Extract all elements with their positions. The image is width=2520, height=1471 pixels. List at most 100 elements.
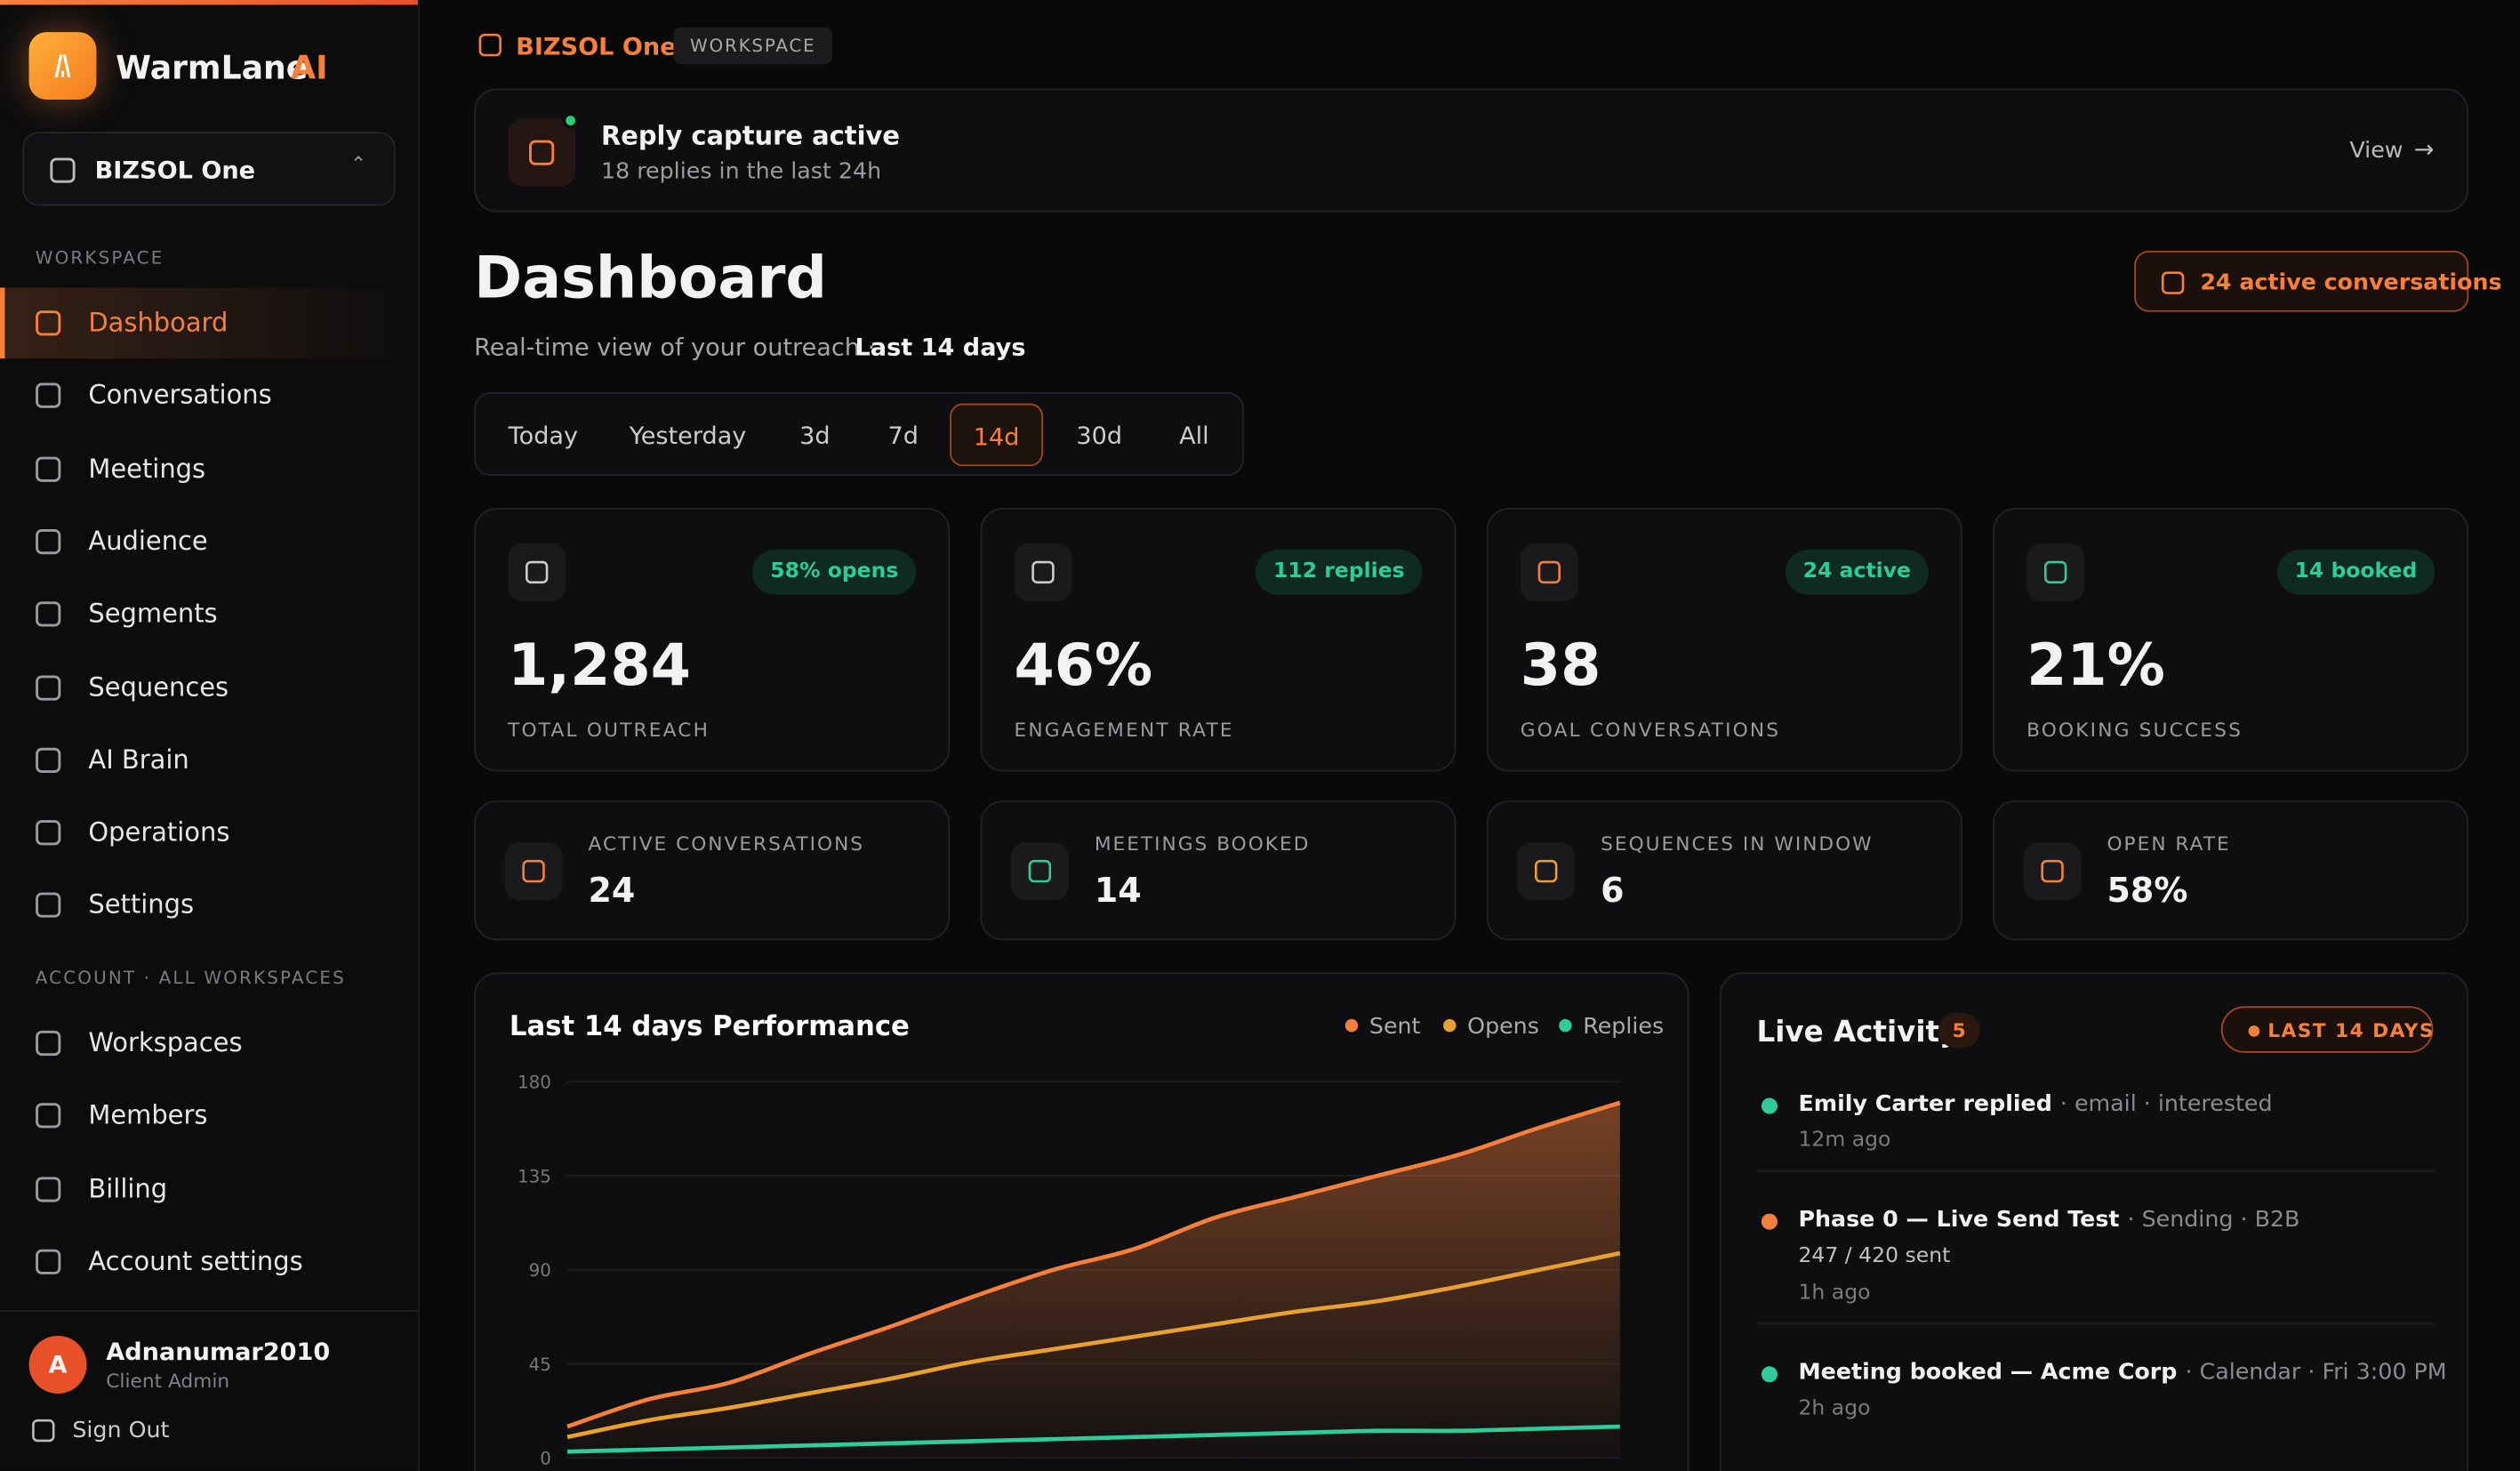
stat-icon	[504, 842, 563, 901]
banner-action[interactable]: View	[2349, 138, 2404, 165]
sidebar: WarmLane AI BIZSOL One ⌃ WORKSPACE Dashboard C…	[0, 0, 420, 1471]
icon	[525, 560, 549, 584]
kpi-badge: 58% opens	[752, 550, 917, 595]
icon-shape	[1028, 859, 1052, 883]
nav-item[interactable]: Workspaces	[0, 1008, 418, 1079]
user-name: Adnanumar2010	[106, 1337, 331, 1367]
range-option[interactable]: 3d	[742, 404, 887, 466]
conversations-button[interactable]: 24 active conversations	[2134, 250, 2502, 312]
icon-shape	[522, 859, 545, 883]
kpi-icon	[2026, 543, 2085, 601]
nav-item[interactable]: AI Brain	[0, 725, 418, 796]
legend-swatch	[1443, 1018, 1457, 1033]
range-label: Yesterday	[629, 421, 747, 451]
range-option[interactable]: 7d	[831, 404, 975, 466]
icon-shape	[525, 560, 549, 584]
y-tick-label: 180	[518, 1073, 551, 1093]
activity-item-title: Meeting booked — Acme Corp	[1798, 1360, 2178, 1386]
user-role: Client Admin	[106, 1369, 230, 1393]
logo	[28, 32, 97, 100]
kpi-value: 46%	[1014, 633, 1153, 700]
kpi-value: 1,284	[508, 633, 691, 700]
y-tick-label: 0	[540, 1449, 551, 1469]
activity-divider	[1756, 1170, 2436, 1172]
chevron: ⌃	[350, 152, 367, 176]
icon-shape	[32, 1419, 55, 1443]
icon	[1028, 859, 1052, 883]
icon-shape	[528, 140, 555, 165]
icon-shape	[36, 528, 61, 554]
activity-dot	[1761, 1213, 1778, 1230]
nav-item[interactable]: Account settings	[0, 1226, 418, 1298]
icon-shape	[36, 674, 61, 700]
stat-card: SEQUENCES IN WINDOW 6	[1486, 800, 1962, 941]
nav-label: Billing	[88, 1172, 168, 1204]
nav-item[interactable]: Sequences	[0, 652, 418, 723]
nav-label: Audience	[88, 525, 208, 557]
kpi-badge: 24 active	[1785, 550, 1929, 595]
icon	[528, 140, 555, 165]
activity-badge[interactable]: LAST 14 DAYS	[2220, 1006, 2435, 1053]
brand: WarmLane	[116, 48, 309, 87]
nav-item[interactable]: Dashboard	[0, 287, 418, 359]
icon	[478, 33, 502, 57]
nav-label: AI Brain	[88, 744, 189, 775]
arrow: →	[2413, 134, 2435, 165]
activity-count-text: 5	[1952, 1018, 1966, 1042]
range-option[interactable]: Today	[471, 404, 616, 466]
kpi-badge-text: 24 active	[1802, 559, 1911, 584]
nav-item[interactable]: Billing	[0, 1153, 418, 1225]
kpi-card: 58% opens 1,284 TOTAL OUTREACH	[474, 508, 951, 772]
kpi-badge-text: 14 booked	[2294, 559, 2418, 584]
status-dot	[562, 112, 579, 129]
kpi-value: 21%	[2026, 633, 2165, 700]
avatar: A	[28, 1335, 87, 1395]
sign-out[interactable]: Sign Out	[72, 1418, 170, 1444]
icon-shape	[2041, 859, 2064, 883]
kpi-card: 14 booked 21% BOOKING SUCCESS	[1993, 508, 2469, 772]
icon-shape	[2043, 560, 2067, 584]
range-option[interactable]: All	[1122, 404, 1267, 466]
icon	[1537, 560, 1561, 584]
nav-item[interactable]: Meetings	[0, 433, 418, 504]
stat-icon	[2023, 842, 2082, 901]
header-workspace: BIZSOL One	[516, 32, 677, 61]
icon	[36, 674, 61, 700]
nav-item[interactable]: Operations	[0, 798, 418, 869]
nav-item[interactable]: Segments	[0, 579, 418, 650]
range-option[interactable]: 30d	[1027, 404, 1172, 466]
nav-item[interactable]: Audience	[0, 506, 418, 577]
icon	[36, 1249, 61, 1274]
icon-shape	[36, 1249, 61, 1274]
chart: Last 14 days Performance Sent Opens Replies…	[510, 1010, 1664, 1469]
kpi-value: 38	[1520, 633, 1601, 700]
workspace-selector[interactable]: BIZSOL One ⌃	[22, 132, 396, 206]
icon	[36, 383, 61, 409]
stat-value: 6	[1601, 871, 1625, 910]
area	[567, 1102, 1620, 1459]
kpi-label: GOAL CONVERSATIONS	[1520, 718, 1781, 742]
icon	[36, 1030, 61, 1057]
activity-item-time: 2h ago	[1798, 1396, 1871, 1421]
nav-item[interactable]: Members	[0, 1081, 418, 1152]
range-label: 7d	[887, 421, 919, 451]
icon-shape	[1535, 859, 1558, 883]
icon-shape	[36, 455, 61, 482]
icon-shape	[36, 601, 61, 627]
range-label: 14d	[973, 422, 1020, 452]
kpi-badge-text: 58% opens	[770, 559, 899, 584]
legend-label: Sent	[1369, 1013, 1421, 1039]
range-option[interactable]: Yesterday	[615, 404, 760, 466]
stat-value: 58%	[2107, 871, 2188, 910]
badge-dot	[2248, 1025, 2260, 1037]
activity-item-title: Emily Carter replied	[1798, 1091, 2052, 1118]
icon	[36, 747, 61, 773]
activity-badge-text: LAST 14 DAYS	[2267, 1018, 2435, 1042]
nav-item[interactable]: Conversations	[0, 360, 418, 431]
nav-item[interactable]: Settings	[0, 871, 418, 942]
brand-accent: AI	[291, 48, 328, 87]
kpi-icon	[1520, 543, 1578, 601]
top-accent	[0, 0, 418, 5]
section-label: WORKSPACE	[35, 247, 165, 269]
range-option[interactable]: 14d	[950, 403, 1044, 467]
